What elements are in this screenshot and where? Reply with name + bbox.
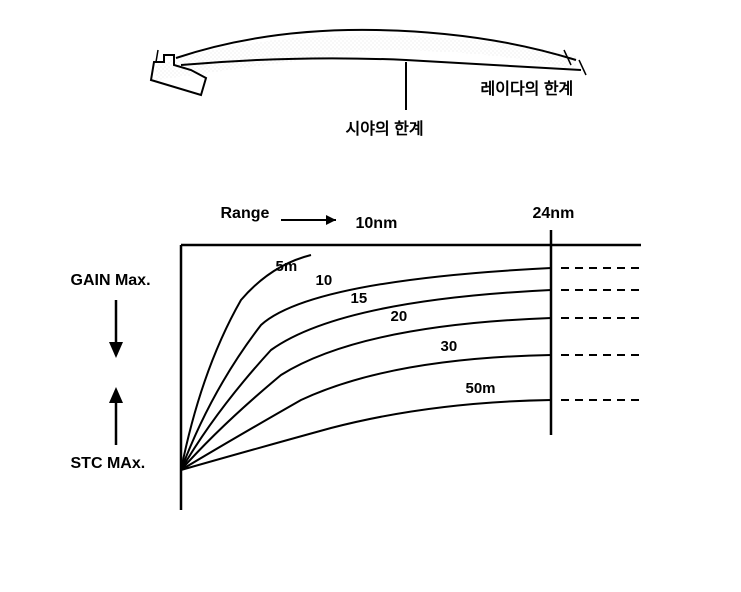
stc-arrow-icon xyxy=(109,387,123,403)
radar-horizon-diagram: 레이다의 한계 시야의 한계 xyxy=(146,20,596,160)
radar-limit-label: 레이다의 한계 xyxy=(481,75,574,99)
range-arrow-icon xyxy=(326,215,336,225)
curve-label-50m: 50m xyxy=(466,380,496,397)
curve-50m xyxy=(181,400,551,470)
curve-label-30: 30 xyxy=(441,338,458,355)
gain-arrow-icon xyxy=(109,342,123,358)
curve-30 xyxy=(181,355,551,470)
sight-limit-label: 시야의 한계 xyxy=(346,115,424,139)
curve-label-20: 20 xyxy=(391,308,408,325)
curve-label-15: 15 xyxy=(351,290,368,307)
curve-label-5m: 5m xyxy=(276,258,298,275)
gain-stc-chart: GAIN Max. STC MAx. Range 10nm 24nm xyxy=(71,190,671,530)
curve-label-10: 10 xyxy=(316,272,333,289)
